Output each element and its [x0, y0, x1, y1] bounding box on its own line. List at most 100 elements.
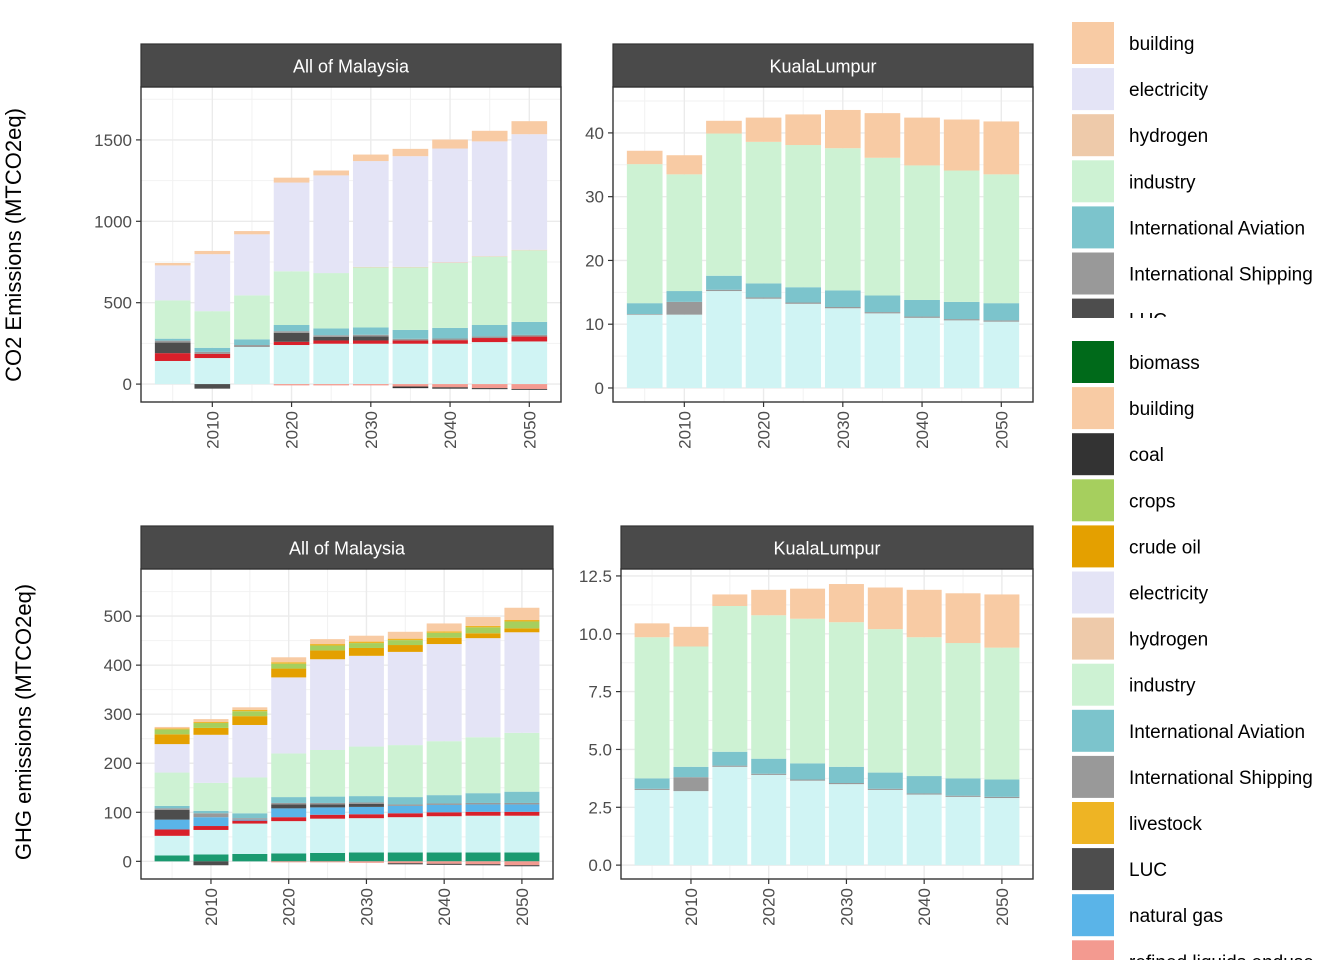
- y-tick-label: 0.0: [588, 856, 612, 875]
- bar-segment-international-shipping: [154, 808, 190, 810]
- bar-segment-electricity: [313, 175, 350, 274]
- bar-segment-international-shipping: [511, 334, 548, 337]
- bar-segment-livestock: [232, 709, 268, 712]
- y-tick-label: 30: [585, 188, 604, 207]
- bar-segment-livestock: [504, 620, 540, 622]
- y-tick-label: 1500: [94, 131, 132, 150]
- bar-segment-international-aviation: [154, 805, 190, 809]
- bar-segment-crude-oil: [348, 647, 384, 656]
- legend-key: [1072, 571, 1114, 614]
- y-tick-label: 400: [104, 656, 132, 675]
- bar-segment-building: [504, 607, 540, 621]
- bar-segment-electricity: [387, 651, 423, 746]
- legend-item: LUC: [1072, 848, 1167, 891]
- y-tick-label: 300: [104, 705, 132, 724]
- y-tick-label: 40: [585, 124, 604, 143]
- bar-segment-transportation: [234, 346, 270, 385]
- legend-key: [1072, 252, 1114, 295]
- bar-segment-international-aviation: [666, 291, 703, 302]
- y-axis-label-ghg: GHG emissions (MTCO2eq): [11, 584, 36, 860]
- legend-item: electricity: [1072, 571, 1209, 614]
- legend-key: [1072, 940, 1114, 960]
- bar-segment-luc: [154, 809, 190, 820]
- x-tick-label: 2020: [755, 411, 774, 449]
- bar-segment-natural-gas: [387, 805, 423, 814]
- bar-segment-electricity: [504, 632, 540, 733]
- bar-segment-crops: [426, 632, 462, 638]
- bar-segment-transportation: [984, 798, 1020, 866]
- bar-segment-industry: [983, 174, 1020, 304]
- legend-label: hydrogen: [1129, 126, 1208, 147]
- x-tick-label: 2050: [992, 411, 1011, 449]
- bar-segment-international-aviation: [943, 301, 980, 320]
- bar-segment-fertilizer: [504, 852, 540, 862]
- bar-segment-international-shipping: [943, 319, 980, 321]
- bar-segment-international-shipping: [666, 301, 703, 315]
- bar-segment-international-aviation: [352, 327, 389, 335]
- bar-segment-refined-liquids: [511, 336, 548, 342]
- bar-segment-building: [154, 726, 190, 729]
- bar-segment-international-shipping: [904, 316, 940, 318]
- bar-segment-livestock: [154, 728, 190, 730]
- bar-segment-refined-liquids: [432, 340, 468, 344]
- legend-item: International Shipping: [1072, 755, 1313, 798]
- bar-segment-refined-liquids-enduse: [504, 861, 540, 866]
- bar-segment-natural-gas: [271, 808, 307, 818]
- bar-segment-industry: [154, 772, 190, 806]
- plot-border: [612, 86, 1034, 403]
- bar-segment-building: [352, 154, 389, 162]
- bar-segment-international-aviation: [673, 766, 709, 778]
- x-tick-label: 2020: [760, 888, 779, 926]
- bar-segment-transportation: [904, 317, 940, 388]
- bar-segment-electricity: [352, 161, 389, 267]
- bar-segment-building: [867, 587, 903, 630]
- bar-segment-livestock: [193, 722, 229, 724]
- legend-label: International Aviation: [1129, 218, 1305, 239]
- bar-segment-electricity: [234, 234, 270, 296]
- bar-segment-industry: [904, 165, 940, 300]
- facet-strip-label: All of Malaysia: [289, 539, 406, 559]
- legend-key: [1072, 341, 1114, 383]
- bar-segment-building: [194, 250, 231, 255]
- bar-segment-natural-gas: [348, 806, 384, 815]
- bar-segment-electricity: [310, 659, 346, 750]
- bar-segment-natural-gas: [504, 804, 540, 812]
- bar-segment-fertilizer: [348, 852, 384, 862]
- bar-segment-natural-gas: [232, 819, 268, 821]
- bar-segment-crude-oil: [193, 727, 229, 735]
- bar-segment-transportation: [273, 345, 310, 385]
- bar-segment-fertilizer: [232, 853, 268, 862]
- bar-segment-fertilizer: [310, 853, 346, 862]
- legend-label: industry: [1129, 172, 1196, 193]
- bar-segment-industry: [864, 157, 901, 296]
- bar-segment-electricity: [465, 638, 501, 738]
- bar-segment-international-shipping: [906, 793, 942, 795]
- legend-label: natural gas: [1129, 906, 1223, 927]
- bar-segment-international-shipping: [310, 802, 346, 805]
- legend-key: [1072, 617, 1114, 660]
- bar-segment-international-aviation: [504, 791, 540, 803]
- bar-segment-transportation: [310, 818, 346, 854]
- bar-segment-transportation: [943, 320, 980, 388]
- bar-segment-natural-gas: [154, 819, 190, 830]
- legend-key: [1072, 160, 1114, 203]
- bar-segment-international-shipping: [785, 302, 822, 304]
- bar-segment-international-shipping: [271, 802, 307, 805]
- bar-segment-crude-oil: [504, 628, 540, 633]
- bar-segment-international-shipping: [471, 336, 508, 339]
- bar-segment-building: [234, 231, 270, 235]
- bar-segment-luc: [193, 861, 229, 866]
- bar-segment-international-shipping: [945, 795, 981, 797]
- bar-segment-transportation: [465, 815, 501, 853]
- bar-segment-refined-liquids: [271, 817, 307, 822]
- bar-segment-refined-liquids: [310, 814, 346, 819]
- bar-segment-international-shipping: [232, 818, 268, 820]
- bar-segment-international-aviation: [310, 796, 346, 803]
- bar-segment-transportation: [745, 298, 782, 388]
- bar-segment-industry: [504, 732, 540, 792]
- bar-segment-international-shipping: [867, 788, 903, 790]
- y-tick-label: 2.5: [588, 798, 612, 817]
- bar-segment-coal: [426, 863, 462, 865]
- bar-segment-building: [387, 631, 423, 639]
- x-tick-label: 2040: [915, 888, 934, 926]
